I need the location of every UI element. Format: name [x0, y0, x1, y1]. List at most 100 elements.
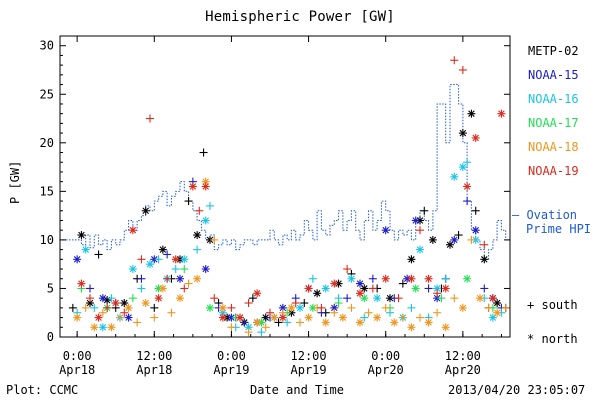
- north-marker: [441, 323, 450, 332]
- north-marker: [373, 313, 382, 322]
- south-marker: [81, 303, 90, 312]
- south-marker: [167, 308, 176, 317]
- north-marker: [356, 318, 364, 327]
- south-marker: [381, 303, 390, 312]
- series-4: [73, 177, 510, 337]
- north-marker: [111, 299, 120, 308]
- north-marker: [141, 299, 150, 308]
- north-marker: [381, 274, 390, 283]
- south-marker: [193, 245, 202, 254]
- x-tick-time-label: 0:00: [63, 349, 92, 363]
- y-tick-label: 15: [40, 184, 54, 198]
- points-layer: [68, 56, 510, 337]
- south-marker: [171, 265, 180, 274]
- series-0: [68, 109, 510, 327]
- south-marker: [450, 56, 459, 65]
- south-marker: [248, 294, 257, 303]
- south-marker: [90, 303, 99, 312]
- model-step-line: [60, 84, 510, 260]
- north-marker: [171, 255, 180, 264]
- y-tick-label: 30: [40, 39, 54, 53]
- north-marker: [330, 303, 339, 312]
- model-layer: [60, 84, 510, 260]
- y-tick-label: 20: [40, 136, 54, 150]
- north-marker: [158, 284, 167, 293]
- south-marker: [343, 265, 352, 274]
- north-marker: [270, 313, 279, 322]
- north-marker: [180, 255, 189, 264]
- marker-key-north-symbol: *: [527, 332, 535, 346]
- north-marker: [304, 284, 313, 293]
- south-marker: [441, 274, 450, 283]
- x-tick-time-label: 0:00: [371, 349, 400, 363]
- south-marker: [210, 235, 219, 244]
- north-marker: [321, 284, 330, 293]
- north-marker: [424, 318, 433, 327]
- x-tick-date-label: Apr18: [59, 363, 95, 377]
- north-marker: [424, 274, 433, 283]
- legend-item-noaa18: NOAA-18: [528, 140, 579, 154]
- south-marker: [291, 299, 300, 308]
- north-marker: [450, 235, 459, 244]
- north-marker: [411, 216, 420, 225]
- north-marker: [446, 240, 454, 249]
- south-marker: [150, 313, 159, 322]
- south-marker: [437, 294, 446, 303]
- north-marker: [193, 231, 202, 240]
- north-marker: [176, 294, 184, 303]
- north-marker: [450, 172, 459, 181]
- north-marker: [146, 260, 154, 269]
- south-marker: [261, 323, 270, 332]
- north-marker: [154, 294, 163, 303]
- marker-key-north: * north: [527, 332, 578, 346]
- south-marker: [347, 303, 356, 312]
- north-marker: [128, 226, 137, 235]
- north-marker: [347, 274, 356, 283]
- south-marker: [227, 323, 236, 332]
- south-marker: [368, 274, 377, 283]
- north-marker: [458, 303, 467, 312]
- south-marker: [154, 255, 163, 264]
- north-marker: [493, 308, 502, 317]
- south-marker: [334, 299, 343, 308]
- south-marker: [300, 299, 309, 308]
- south-marker: [137, 274, 146, 283]
- series-5: [77, 56, 506, 322]
- south-marker: [163, 250, 172, 259]
- series-2: [73, 158, 506, 337]
- x-axis: 0:00Apr1812:00Apr180:00Apr1912:00Apr190:…: [59, 36, 502, 377]
- north-marker: [278, 313, 287, 322]
- south-marker: [128, 294, 137, 303]
- south-marker: [317, 303, 326, 312]
- north-marker: [488, 294, 497, 303]
- north-marker: [356, 289, 364, 298]
- north-marker: [390, 318, 399, 327]
- legend-item-noaa16: NOAA-16: [528, 92, 579, 106]
- north-marker: [206, 235, 214, 244]
- north-marker: [463, 274, 472, 283]
- north-marker: [98, 294, 107, 303]
- north-marker: [124, 303, 133, 312]
- x-tick-date-label: Apr20: [445, 363, 481, 377]
- north-marker: [107, 323, 116, 332]
- model-legend-line1: — Ovation: [512, 208, 578, 222]
- south-marker: [398, 279, 407, 288]
- south-marker: [480, 284, 489, 293]
- south-marker: [86, 294, 94, 303]
- marker-key-south: + south: [527, 298, 578, 312]
- south-marker: [296, 318, 304, 327]
- north-marker: [304, 313, 313, 322]
- south-marker: [501, 303, 510, 312]
- south-marker: [433, 289, 442, 298]
- north-marker: [86, 299, 94, 308]
- north-marker: [471, 133, 480, 142]
- north-marker: [287, 303, 296, 312]
- north-marker: [206, 303, 214, 312]
- north-marker: [463, 182, 472, 191]
- south-marker: [98, 308, 107, 317]
- x-tick-date-label: Apr20: [368, 363, 404, 377]
- south-marker: [86, 284, 94, 293]
- north-marker: [330, 279, 339, 288]
- north-marker: [94, 313, 103, 322]
